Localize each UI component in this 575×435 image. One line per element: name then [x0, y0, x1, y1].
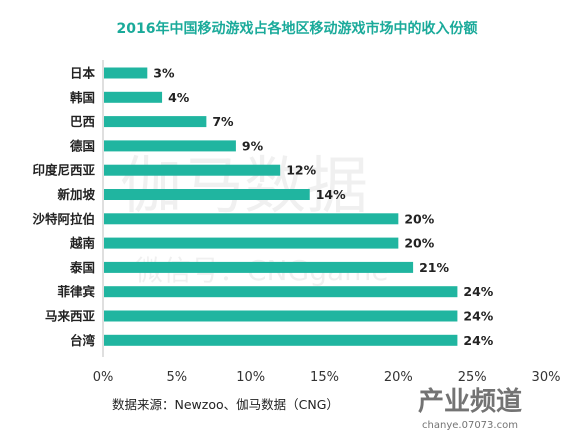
corner-logo: 产业频道 chanye.07073.com	[418, 386, 522, 431]
bar	[104, 164, 281, 176]
x-tick-label: 30%	[532, 370, 561, 385]
value-label: 20%	[404, 211, 434, 226]
bar	[104, 91, 163, 103]
value-label: 24%	[463, 333, 493, 348]
bar	[104, 116, 207, 128]
x-tick-label: 15%	[310, 370, 339, 385]
value-label: 9%	[242, 138, 264, 153]
value-label: 20%	[404, 236, 434, 251]
category-label: 巴西	[70, 114, 95, 129]
chart-title: 2016年中国移动游戏占各地区移动游戏市场中的收入份额	[117, 20, 478, 37]
value-label: 21%	[419, 260, 449, 275]
x-tick-label: 0%	[93, 370, 114, 385]
value-label: 4%	[168, 90, 190, 105]
category-label: 泰国	[69, 260, 95, 275]
bar	[104, 286, 458, 298]
category-label: 越南	[69, 236, 96, 251]
bar	[104, 67, 148, 79]
x-tick-label: 25%	[458, 370, 487, 385]
bar	[104, 261, 414, 273]
bar	[104, 189, 310, 200]
category-label: 日本	[70, 66, 96, 81]
x-tick-label: 20%	[384, 370, 413, 385]
bar	[104, 310, 458, 322]
corner-logo-text: 产业频道	[418, 386, 522, 417]
category-label: 印度尼西亚	[32, 163, 95, 178]
value-label: 24%	[463, 309, 493, 324]
watermark-main: 伽马数据	[120, 149, 368, 222]
x-tick-label: 10%	[236, 370, 265, 385]
value-labels: 3% 4% 7% 9% 12%14% 20% 20% 21% 24% 24% 24%	[153, 66, 493, 348]
value-label: 3%	[153, 66, 175, 81]
category-label: 新加坡	[57, 187, 95, 202]
bar	[104, 237, 399, 249]
x-tick-label: 5%	[167, 370, 188, 385]
category-label: 马来西亚	[45, 309, 96, 324]
category-label: 沙特阿拉伯	[32, 211, 95, 226]
value-label: 12%	[286, 163, 316, 178]
category-label: 德国	[70, 138, 95, 153]
value-label: 24%	[463, 284, 493, 299]
bars-group	[104, 67, 458, 346]
category-label: 韩国	[70, 90, 95, 105]
value-label: 14%	[316, 187, 346, 202]
bar	[104, 213, 399, 225]
category-label: 台湾	[70, 333, 96, 348]
bar	[104, 140, 236, 152]
bar	[104, 334, 458, 346]
category-label: 菲律宾	[57, 284, 95, 299]
source-note: 数据来源：Newzoo、伽马数据（CNG）	[112, 397, 339, 412]
corner-logo-url: chanye.07073.com	[422, 420, 518, 431]
x-tick-labels: 0% 5% 10% 15% 20% 25% 30%	[93, 370, 561, 385]
value-label: 7%	[212, 114, 234, 129]
